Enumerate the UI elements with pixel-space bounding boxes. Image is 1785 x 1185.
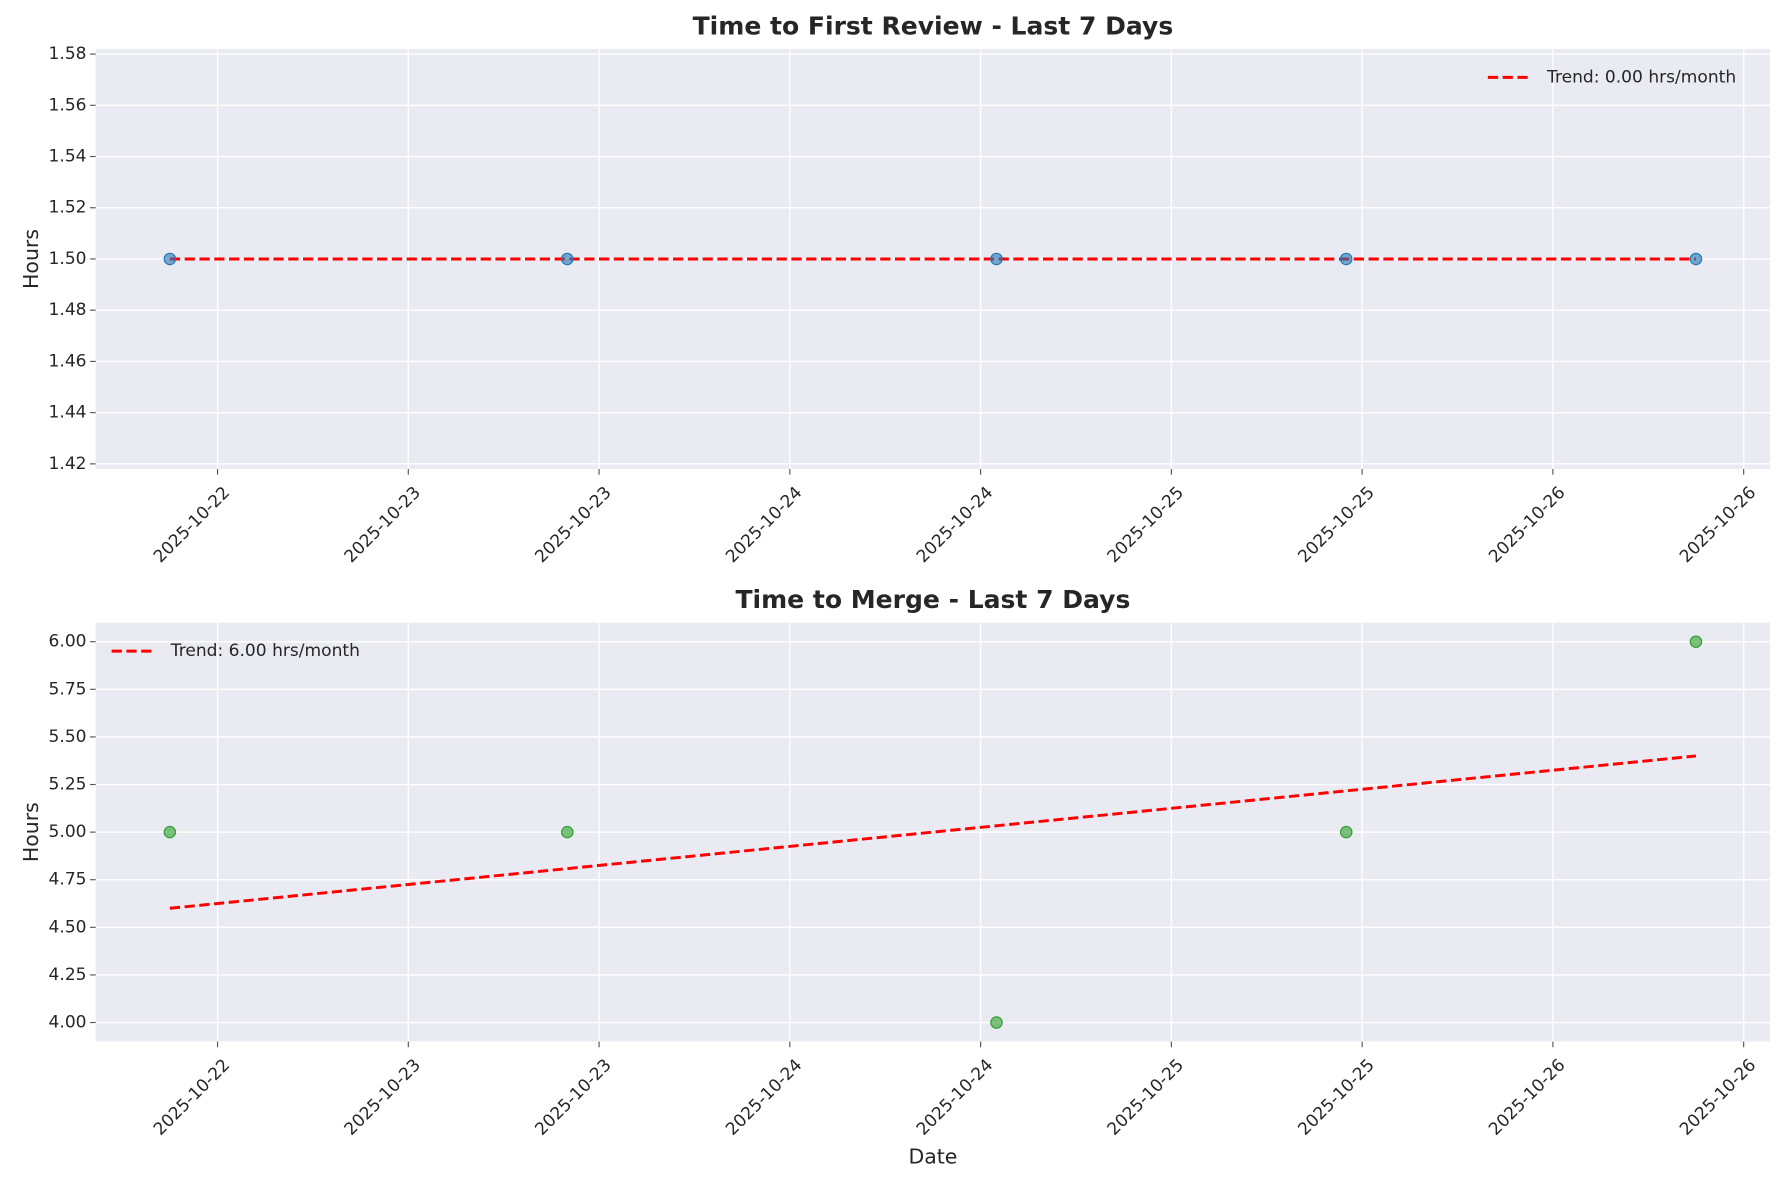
legend: Trend: 6.00 hrs/month [111, 641, 360, 661]
chart-title: Time to Merge - Last 7 Days [735, 585, 1130, 614]
point [1689, 635, 1703, 648]
x-tick-label: 2025-10-25 [1104, 1055, 1188, 1139]
legend-label: Trend: 6.00 hrs/month [170, 641, 360, 661]
point [561, 825, 574, 839]
x-tick-label: 2025-10-26 [1485, 1055, 1569, 1139]
point [1339, 252, 1353, 266]
y-tick-label: 1.42 [49, 454, 87, 474]
point [163, 252, 177, 266]
y-tick-label: 4.50 [49, 917, 87, 937]
y-tick-label: 5.00 [49, 822, 87, 842]
y-tick-label: 6.00 [49, 632, 87, 652]
x-tick-label: 2025-10-24 [913, 483, 997, 567]
x-tick-label: 2025-10-25 [1294, 483, 1378, 567]
x-axis-label: Date [908, 1145, 957, 1169]
y-tick-label: 4.00 [49, 1013, 87, 1033]
trend-line [169, 754, 1697, 910]
y-tick-label: 4.25 [49, 965, 87, 985]
y-tick-label: 1.54 [49, 147, 87, 167]
point [990, 252, 1003, 266]
legend-label: Trend: 0.00 hrs/month [1546, 67, 1736, 87]
y-tick-label: 5.25 [49, 775, 87, 795]
y-axis-label: Hours [19, 229, 43, 289]
x-tick-label: 2025-10-24 [722, 1055, 806, 1139]
x-tick-label: 2025-10-22 [150, 1055, 234, 1139]
chart-title: Time to First Review - Last 7 Days [693, 11, 1174, 40]
x-tick-label: 2025-10-23 [341, 1055, 425, 1139]
point [163, 825, 177, 839]
x-tick-label: 2025-10-26 [1676, 483, 1760, 567]
x-tick-label: 2025-10-25 [1104, 483, 1188, 567]
y-tick-label: 1.58 [49, 44, 87, 64]
x-tick-label: 2025-10-26 [1676, 1055, 1760, 1139]
x-tick-label: 2025-10-22 [150, 483, 234, 567]
x-tick-label: 2025-10-26 [1485, 483, 1569, 567]
y-axis-label: Hours [19, 802, 43, 862]
x-tick-label: 2025-10-23 [531, 483, 615, 567]
point [1339, 825, 1353, 839]
point [1689, 252, 1703, 266]
point [990, 1016, 1003, 1029]
y-tick-label: 4.75 [49, 870, 87, 890]
y-tick-label: 1.44 [49, 403, 87, 423]
y-tick-label: 5.75 [49, 679, 87, 699]
y-tick-label: 1.56 [49, 95, 87, 115]
x-tick-label: 2025-10-24 [722, 483, 806, 567]
x-tick-label: 2025-10-24 [913, 1055, 997, 1139]
x-tick-label: 2025-10-25 [1294, 1055, 1378, 1139]
y-tick-label: 1.46 [49, 351, 87, 371]
x-tick-label: 2025-10-23 [531, 1055, 615, 1139]
y-tick-label: 5.50 [49, 727, 87, 747]
legend: Trend: 0.00 hrs/month [1487, 67, 1736, 87]
y-tick-label: 1.50 [49, 249, 87, 269]
y-tick-label: 1.52 [49, 198, 87, 218]
x-tick-label: 2025-10-23 [341, 483, 425, 567]
y-tick-label: 1.48 [49, 300, 87, 320]
point [561, 252, 574, 266]
